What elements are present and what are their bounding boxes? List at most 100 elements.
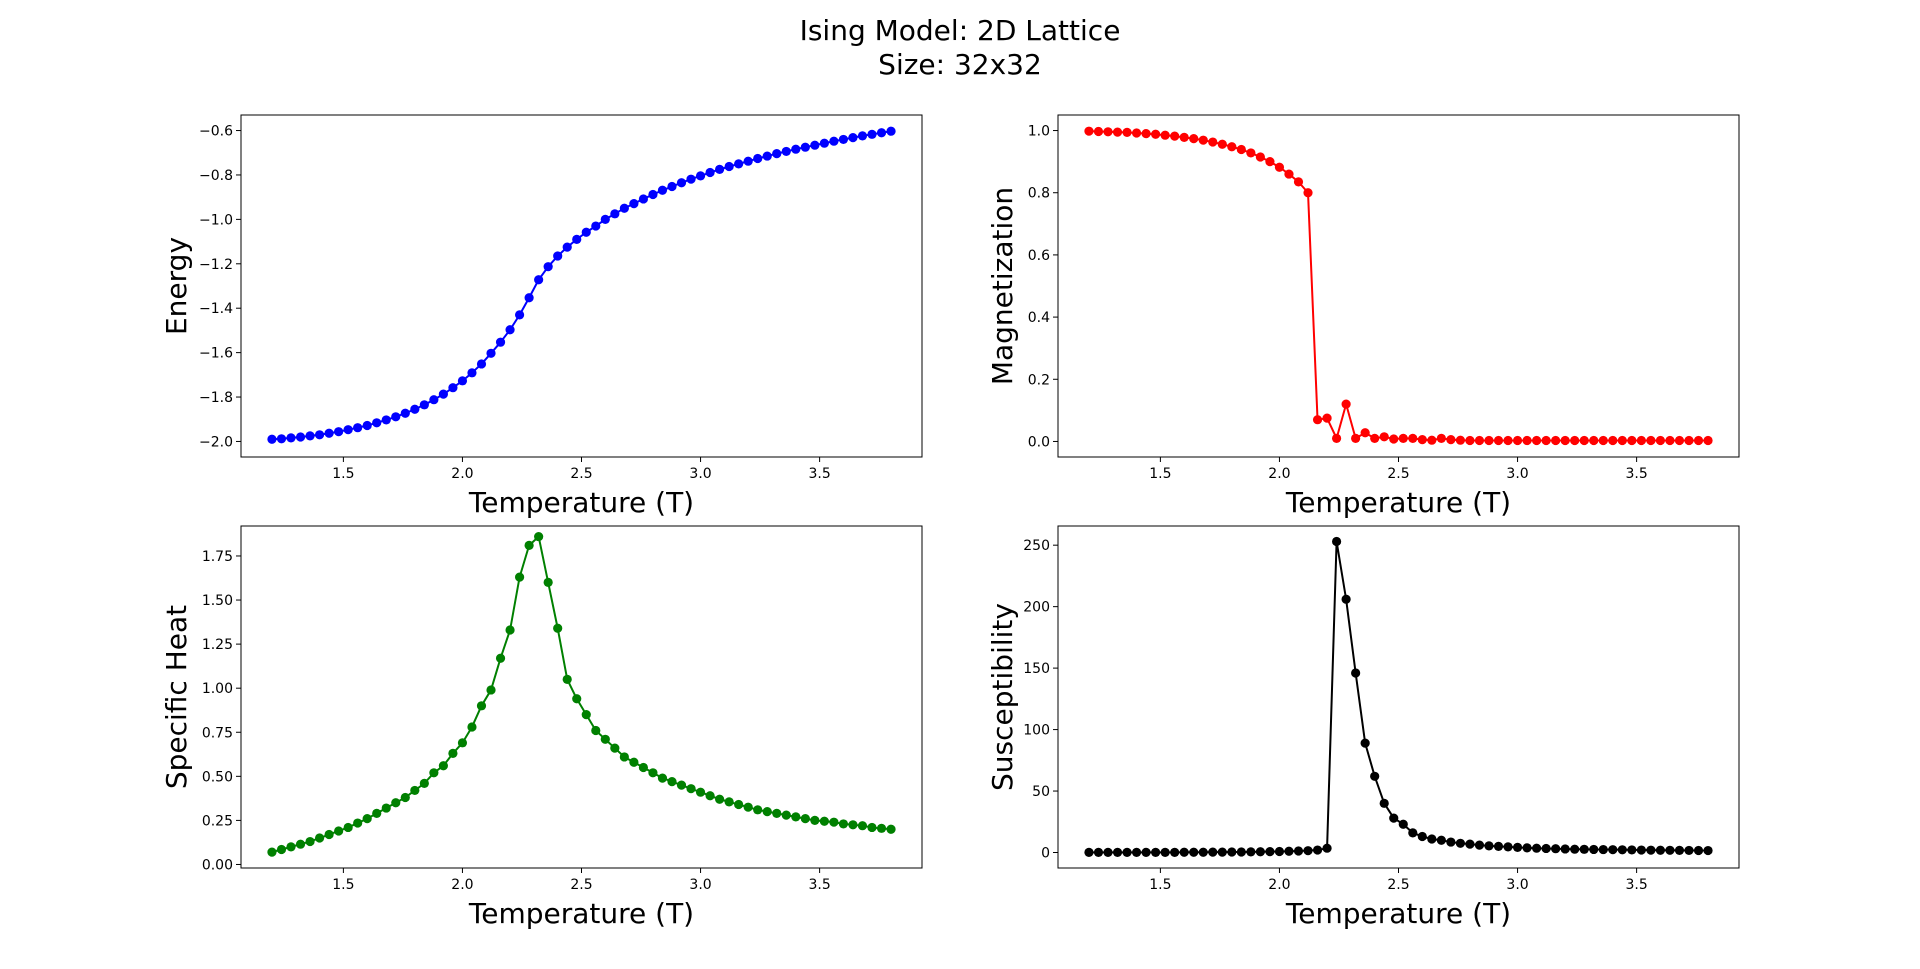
- figure-title: Ising Model: 2D Lattice Size: 32x32: [0, 14, 1920, 82]
- specific-heat-data-point: [762, 806, 772, 817]
- susceptibility-data-point: [1646, 845, 1656, 855]
- energy-data-point: [514, 310, 525, 320]
- susceptibility-data-point: [1446, 837, 1456, 847]
- specific-heat-data-point: [305, 836, 315, 847]
- energy-data-point: [791, 144, 801, 154]
- susceptibility-data-point: [1160, 847, 1170, 857]
- magnetization-data-point: [1446, 434, 1456, 445]
- energy-data-point: [314, 430, 325, 440]
- specific-heat-data-point: [314, 833, 325, 843]
- figure-title-line-1: Ising Model: 2D Lattice: [799, 14, 1121, 47]
- specific-heat-data-point: [505, 625, 515, 635]
- specific-heat-data-point: [810, 815, 820, 826]
- energy-data-point: [657, 185, 668, 195]
- specific-heat-data-point: [876, 823, 887, 833]
- susceptibility-y-tick-label: 100: [1023, 723, 1050, 739]
- susceptibility-data-point: [1665, 845, 1675, 855]
- susceptibility-data-point: [1474, 840, 1485, 850]
- magnetization-y-tick-label: 0.2: [1028, 372, 1050, 388]
- specific-heat-data-point: [734, 799, 744, 810]
- energy-data-point: [838, 134, 849, 145]
- energy-data-point: [629, 199, 639, 209]
- susceptibility-data-point: [1265, 847, 1275, 857]
- magnetization-data-point: [1465, 435, 1475, 446]
- energy-y-tick-label: −2.0: [199, 434, 233, 450]
- magnetization-data-point: [1389, 434, 1399, 444]
- susceptibility-data-point: [1627, 845, 1637, 855]
- susceptibility-data-point: [1560, 844, 1570, 854]
- energy-data-point: [619, 203, 629, 213]
- magnetization-data-point: [1084, 126, 1094, 136]
- specific-heat-data-point: [848, 820, 858, 830]
- magnetization-data-point: [1408, 433, 1418, 443]
- specific-heat-data-point: [495, 653, 506, 663]
- magnetization-series-line: [1088, 130, 1709, 442]
- energy-data-point: [734, 159, 744, 169]
- susceptibility-data-point: [1484, 841, 1494, 851]
- energy-data-point: [534, 275, 544, 285]
- susceptibility-data-point: [1170, 847, 1180, 857]
- specific-heat-data-point: [419, 778, 429, 788]
- energy-data-point: [524, 293, 534, 303]
- magnetization-data-point: [1474, 435, 1485, 446]
- specific-heat-data-point: [695, 787, 706, 797]
- magnetization-data-point: [1322, 413, 1332, 423]
- energy-data-point: [438, 389, 448, 399]
- specific-heat-data-point: [667, 777, 677, 787]
- susceptibility-y-axis-label: Susceptibility: [986, 603, 1019, 791]
- magnetization-y-tick-label: 0.0: [1028, 434, 1050, 450]
- magnetization-data-point: [1703, 435, 1713, 446]
- energy-data-point: [610, 209, 620, 219]
- specific-heat-x-tick-label: 3.0: [689, 877, 711, 893]
- specific-heat-x-tick-label: 3.5: [808, 877, 830, 893]
- energy-data-point: [705, 167, 715, 178]
- specific-heat-data-point: [591, 725, 601, 736]
- energy-y-tick-label: −1.2: [199, 257, 233, 273]
- susceptibility-data-point: [1151, 847, 1161, 857]
- susceptibility-x-tick-label: 3.0: [1506, 877, 1528, 893]
- specific-heat-data-point: [372, 808, 382, 818]
- susceptibility-data-point: [1389, 813, 1399, 823]
- magnetization-x-tick-label: 1.5: [1149, 466, 1171, 482]
- magnetization-data-point: [1512, 435, 1523, 446]
- energy-data-point: [667, 181, 677, 192]
- specific-heat-data-point: [429, 768, 439, 778]
- specific-heat-data-point: [638, 762, 649, 773]
- magnetization-data-point: [1331, 433, 1342, 443]
- specific-heat-data-point: [886, 824, 896, 834]
- susceptibility-data-point: [1379, 798, 1389, 808]
- specific-heat-y-tick-label: 0.75: [202, 725, 233, 741]
- magnetization-data-point: [1522, 435, 1532, 446]
- magnetization-data-point: [1217, 139, 1227, 149]
- specific-heat-data-point: [705, 791, 715, 801]
- specific-heat-data-point: [295, 839, 306, 849]
- specific-heat-data-point: [381, 803, 391, 813]
- energy-data-point: [286, 433, 296, 443]
- energy-data-point: [324, 428, 334, 438]
- energy-data-point: [505, 325, 515, 335]
- specific-heat-subplot: 1.5 2.0 2.5 3.0 3.5 0.00 0.25 0.50 0.75 1.00 1.25 1…: [160, 525, 923, 930]
- energy-data-point: [848, 133, 858, 143]
- energy-data-point: [886, 126, 896, 136]
- specific-heat-data-point: [581, 710, 591, 720]
- magnetization-data-point: [1284, 169, 1294, 179]
- specific-heat-data-point: [524, 540, 534, 550]
- susceptibility-data-point: [1293, 846, 1304, 856]
- specific-heat-y-tick-label: 1.00: [202, 681, 233, 697]
- magnetization-y-tick-label: 0.4: [1028, 310, 1050, 326]
- magnetization-data-point: [1093, 126, 1104, 137]
- specific-heat-data-point: [400, 792, 410, 803]
- energy-data-point: [448, 383, 458, 393]
- specific-heat-data-point: [572, 694, 582, 704]
- magnetization-data-point: [1532, 435, 1542, 446]
- susceptibility-data-point: [1131, 847, 1142, 857]
- energy-data-point: [353, 423, 363, 433]
- specific-heat-data-point: [829, 817, 839, 827]
- susceptibility-data-point: [1227, 847, 1237, 857]
- specific-heat-y-axis-label: Specific Heat: [160, 605, 193, 789]
- energy-y-tick-label: −1.4: [199, 301, 233, 317]
- magnetization-data-point: [1360, 428, 1370, 438]
- susceptibility-data-point: [1503, 842, 1513, 852]
- susceptibility-data-point: [1636, 845, 1646, 855]
- susceptibility-data-point: [1122, 847, 1132, 857]
